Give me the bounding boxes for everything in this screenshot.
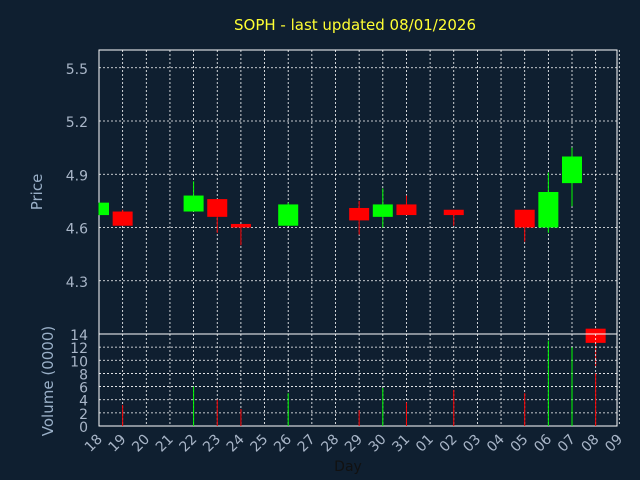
price-tick-label: 4.3 bbox=[66, 275, 88, 291]
volume-tick-label: 8 bbox=[79, 367, 88, 383]
volume-series bbox=[122, 340, 597, 426]
volume-tick-label: 4 bbox=[79, 394, 88, 410]
volume-panel-frame bbox=[98, 333, 618, 427]
candle-body bbox=[112, 211, 133, 226]
candle-body bbox=[278, 204, 299, 226]
candle-body bbox=[514, 209, 535, 228]
candle-body bbox=[396, 204, 417, 216]
candle-body bbox=[443, 209, 464, 216]
candlestick-series bbox=[98, 147, 606, 366]
x-axis-ticks: 18 19 20 21 22 23 24 25 26 27 28 29 30 31 01 02 03 04 05 06… bbox=[82, 431, 626, 455]
chart-title: SOPH - last updated 08/01/2026 bbox=[234, 16, 476, 34]
candle-body bbox=[99, 202, 109, 216]
candle-body bbox=[349, 207, 370, 221]
candle-body bbox=[230, 223, 251, 228]
volume-tick-label: 2 bbox=[79, 407, 88, 423]
candle-body bbox=[183, 195, 204, 212]
volume-tick-label: 0 bbox=[79, 420, 88, 436]
price-tick-label: 5.2 bbox=[66, 115, 88, 131]
volume-tick-label: 14 bbox=[70, 328, 88, 344]
volume-tick-label: 10 bbox=[70, 354, 88, 370]
volume-axis-label: Volume (0000) bbox=[39, 326, 57, 436]
price-tick-label: 5.5 bbox=[66, 62, 88, 78]
x-axis-label: Day bbox=[334, 459, 362, 475]
price-axis-label: Price bbox=[28, 174, 46, 211]
candle-body bbox=[562, 156, 582, 184]
volume-tick-label: 12 bbox=[70, 341, 88, 357]
candle-body bbox=[207, 199, 228, 217]
price-tick-label: 4.9 bbox=[66, 168, 88, 184]
price-tick-label: 4.6 bbox=[66, 222, 88, 238]
price-axis-ticks: 4.3 4.6 4.9 5.2 5.5 bbox=[66, 62, 88, 291]
candle-body bbox=[538, 192, 559, 228]
volume-tick-label: 6 bbox=[79, 381, 88, 397]
candle-body bbox=[372, 204, 393, 217]
